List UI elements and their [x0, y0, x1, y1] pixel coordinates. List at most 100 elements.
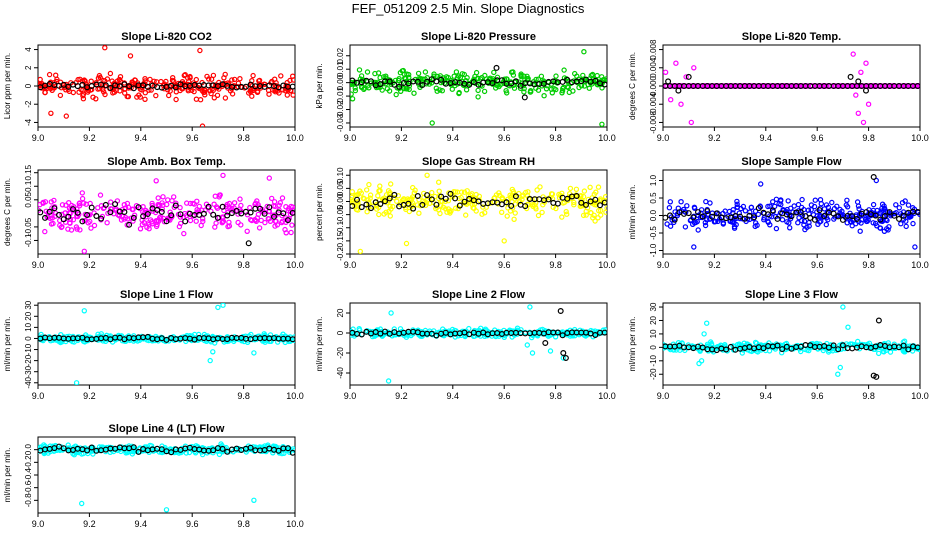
slope-outlier-point: [668, 96, 674, 103]
slope-point: [667, 199, 674, 205]
slope-outlier-point: [220, 303, 226, 308]
slope-point: [80, 200, 87, 206]
slope-point: [540, 78, 547, 84]
slope-outlier-point: [251, 497, 257, 503]
slope-point: [352, 203, 358, 209]
slope-point: [409, 194, 416, 200]
slope-point: [116, 76, 123, 83]
slope-point: [511, 85, 518, 91]
slope-point: [567, 185, 574, 192]
x-tick-label: 10.0: [286, 133, 304, 143]
slope-point: [361, 86, 367, 93]
average-point: [233, 207, 240, 214]
slope-point: [734, 201, 740, 207]
slope-point: [97, 192, 104, 198]
average-point: [914, 344, 920, 351]
slope-outlier-point: [865, 101, 872, 107]
slope-point: [804, 224, 810, 231]
slope-point: [158, 216, 164, 222]
x-tick-label: 9.8: [237, 260, 250, 270]
average-point: [769, 207, 776, 214]
slope-point: [113, 87, 119, 94]
slope-point: [439, 87, 445, 94]
x-tick-label: 10.0: [911, 260, 929, 270]
slope-point: [235, 219, 241, 226]
average-point: [168, 449, 175, 456]
average-point: [601, 199, 607, 206]
average-point: [363, 201, 370, 208]
average-point: [433, 78, 440, 85]
slope-outlier-point: [424, 172, 430, 178]
average-point: [872, 212, 879, 219]
slope-point: [702, 222, 709, 229]
slope-point: [896, 205, 903, 211]
points-layer: [663, 304, 920, 380]
slope-point: [509, 69, 515, 75]
slope-point: [595, 184, 602, 190]
x-tick-label: 9.4: [135, 260, 148, 270]
slope-point: [434, 73, 441, 80]
slope-point: [91, 222, 98, 229]
slope-point: [212, 193, 218, 199]
average-point: [839, 342, 846, 349]
chart-title: Slope Amb. Box Temp.: [107, 156, 226, 168]
slope-point: [884, 217, 890, 224]
slope-point: [594, 72, 600, 79]
slope-outlier-point: [63, 113, 70, 119]
average-point: [46, 208, 53, 215]
slope-point: [720, 221, 727, 227]
y-tick-label: -0.2: [336, 247, 345, 261]
x-tick-label: 9.8: [862, 133, 875, 143]
slope-point: [580, 212, 587, 219]
slope-point: [48, 221, 55, 227]
x-tick-label: 10.0: [598, 260, 616, 270]
average-outlier-point: [870, 372, 877, 379]
average-point: [470, 79, 477, 86]
slope-point: [595, 215, 601, 221]
slope-point: [137, 94, 143, 100]
average-point: [79, 81, 86, 88]
slope-point: [604, 205, 607, 211]
average-point: [690, 214, 697, 221]
slope-point: [588, 209, 594, 216]
slope-point: [855, 203, 862, 209]
average-point: [727, 343, 734, 350]
slope-point: [169, 197, 175, 204]
slope-point: [173, 96, 179, 103]
slope-point: [202, 87, 208, 93]
average-point: [760, 345, 767, 352]
slope-point: [154, 218, 160, 224]
chart-panel-slope-gas-stream-rh: Slope Gas Stream RH 9.0 9.2 9.4 9.6 9.8 10.0 -0…: [315, 156, 616, 270]
slope-point: [88, 78, 94, 84]
average-point: [694, 209, 701, 216]
slope-point: [350, 91, 354, 97]
average-point: [391, 191, 398, 198]
slope-point: [587, 184, 593, 190]
y-tick-label: 0.5: [649, 192, 658, 204]
slope-point: [504, 213, 510, 219]
average-point: [797, 209, 804, 216]
slope-point: [522, 77, 528, 83]
y-tick-label: -1.0: [649, 243, 658, 257]
average-outlier-point: [560, 350, 567, 357]
average-point: [592, 77, 599, 84]
slope-point: [534, 187, 540, 193]
x-tick-label: 9.0: [32, 391, 45, 401]
average-point: [461, 198, 468, 205]
slope-point: [125, 93, 132, 100]
average-point: [354, 196, 361, 203]
slope-point: [734, 198, 740, 205]
x-tick-label: 9.2: [395, 133, 408, 143]
average-point: [788, 213, 795, 220]
slope-point: [80, 95, 87, 102]
slope-point: [461, 189, 468, 195]
slope-point: [804, 347, 810, 353]
slope-point: [163, 78, 169, 85]
slope-outlier-point: [663, 69, 669, 75]
x-tick-label: 9.4: [760, 391, 773, 401]
average-point: [877, 216, 884, 223]
y-tick-label: 0.02: [336, 47, 345, 63]
y-tick-label: 0.10: [336, 167, 345, 183]
slope-point: [223, 203, 229, 210]
slope-point: [471, 205, 477, 212]
